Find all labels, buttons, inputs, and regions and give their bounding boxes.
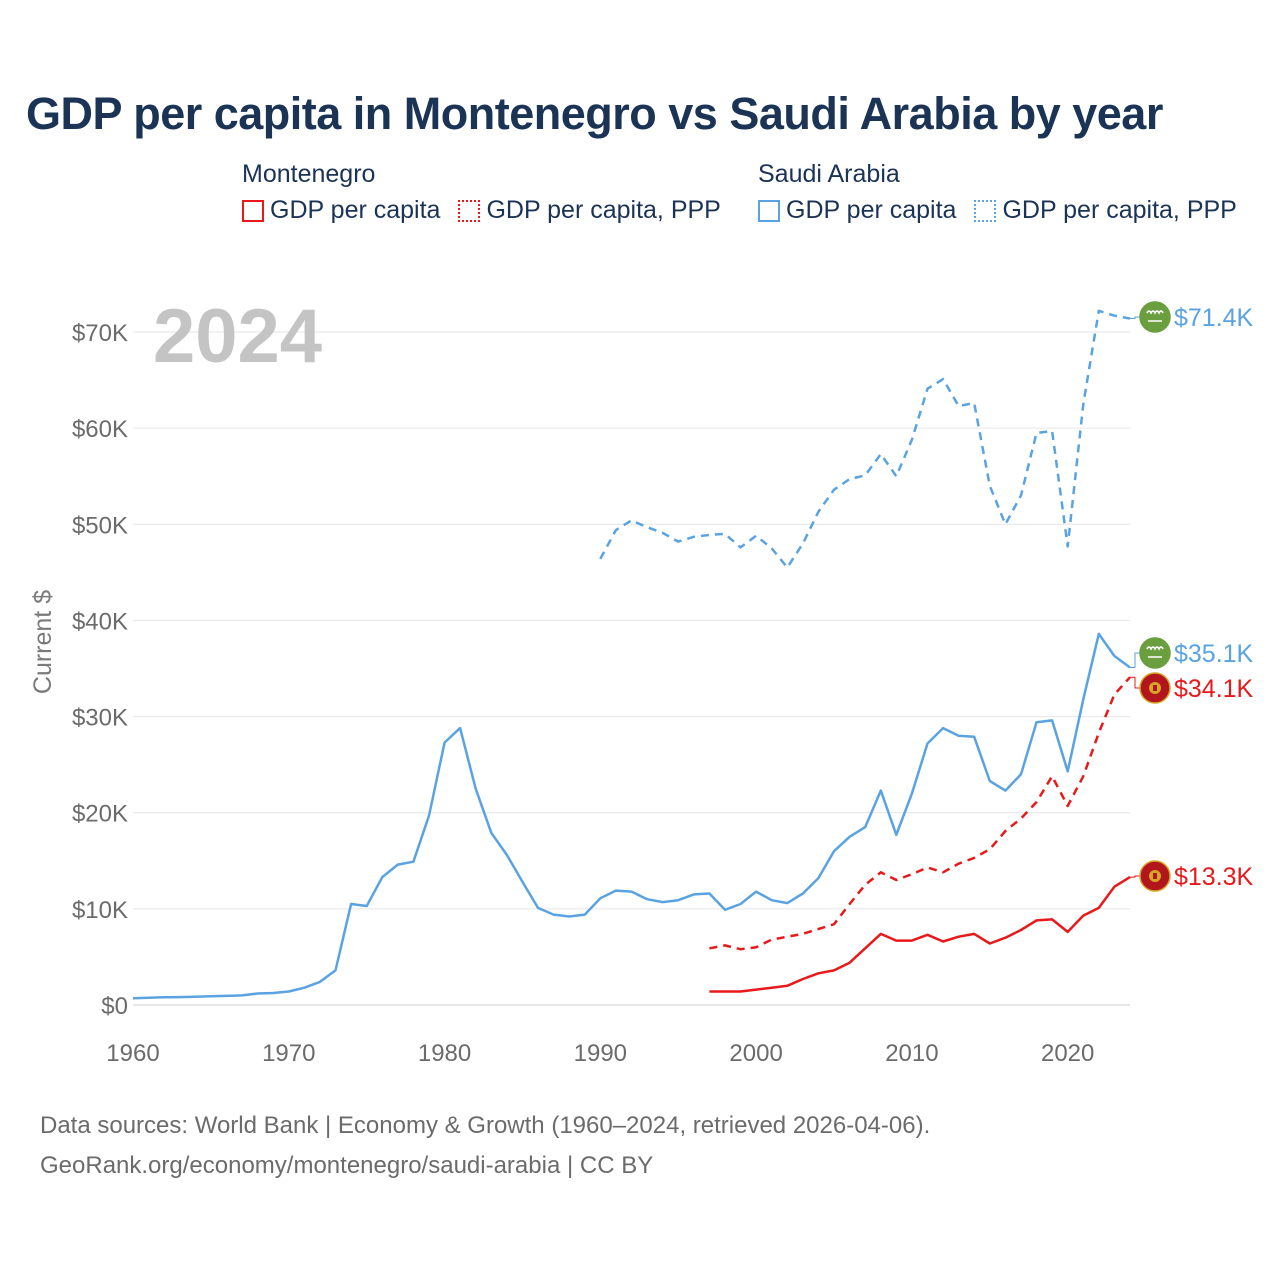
legend-group-saudi-arabia: Saudi Arabia GDP per capita GDP per capi… [758, 160, 1237, 225]
y-tick-label: $70K [72, 320, 128, 347]
series-line[interactable] [709, 676, 1131, 951]
legend-group-title: Montenegro [242, 160, 376, 188]
x-tick-label: 2020 [1041, 1040, 1094, 1067]
series-line[interactable] [599, 309, 1131, 569]
x-tick-label: 1960 [106, 1040, 159, 1067]
x-tick-label: 2000 [729, 1040, 782, 1067]
source-line-1: Data sources: World Bank | Economy & Gro… [40, 1112, 931, 1139]
legend-swatch-dotted [974, 199, 997, 222]
y-tick-label: $20K [72, 801, 128, 828]
end-value-label: $34.1K [1174, 675, 1254, 703]
flag-emblem-detail [1153, 873, 1157, 879]
y-tick-label: $30K [72, 705, 128, 732]
data-source: Data sources: World Bank | Economy & Gro… [40, 1106, 930, 1186]
legend-group-montenegro: Montenegro GDP per capita GDP per capita… [242, 160, 721, 225]
legend-swatch-solid [758, 199, 780, 222]
end-connector [1130, 316, 1143, 319]
end-connector [1130, 652, 1143, 668]
end-value-label: $71.4K [1174, 304, 1254, 332]
end-connector [1130, 875, 1143, 878]
legend-item-montenegro-ppp[interactable]: GDP per capita, PPP [458, 196, 721, 225]
flag-emblem-detail [1153, 685, 1157, 691]
flag-emblem [1146, 646, 1164, 658]
legend-swatch-dotted [458, 199, 481, 222]
year-watermark: 2024 [153, 294, 322, 379]
legend-item-saudi-gdp[interactable]: GDP per capita [758, 196, 956, 225]
legend-item-montenegro-gdp[interactable]: GDP per capita [242, 196, 440, 225]
y-tick-label: $0 [101, 993, 128, 1020]
legend-label: GDP per capita [786, 196, 957, 224]
series-line[interactable] [709, 876, 1131, 993]
legend-swatch-solid [242, 199, 264, 222]
x-tick-label: 2010 [885, 1040, 938, 1067]
x-tick-label: 1990 [574, 1040, 627, 1067]
saudi-arabia-flag-icon [1139, 637, 1171, 669]
legend-label: GDP per capita, PPP [486, 196, 721, 224]
x-tick-label: 1970 [262, 1040, 315, 1067]
legend-label: GDP per capita [270, 196, 441, 224]
y-tick-label: $10K [72, 897, 128, 924]
y-tick-label: $40K [72, 608, 128, 635]
end-connector [1130, 676, 1143, 689]
source-line-2[interactable]: GeoRank.org/economy/montenegro/saudi-ara… [40, 1152, 654, 1179]
chart-title: GDP per capita in Montenegro vs Saudi Ar… [26, 88, 1163, 139]
legend-label: GDP per capita, PPP [1002, 196, 1237, 224]
x-tick-label: 1980 [418, 1040, 471, 1067]
flag-emblem [1146, 310, 1164, 322]
end-value-label: $13.3K [1174, 863, 1254, 891]
y-tick-label: $60K [72, 416, 128, 443]
series-line[interactable] [132, 632, 1131, 1000]
legend-item-saudi-ppp[interactable]: GDP per capita, PPP [974, 196, 1237, 225]
end-value-label: $35.1K [1174, 640, 1254, 668]
saudi-arabia-flag-icon [1139, 301, 1171, 333]
legend-group-title: Saudi Arabia [758, 160, 900, 188]
y-tick-label: $50K [72, 512, 128, 539]
y-axis-label: Current $ [29, 590, 57, 694]
